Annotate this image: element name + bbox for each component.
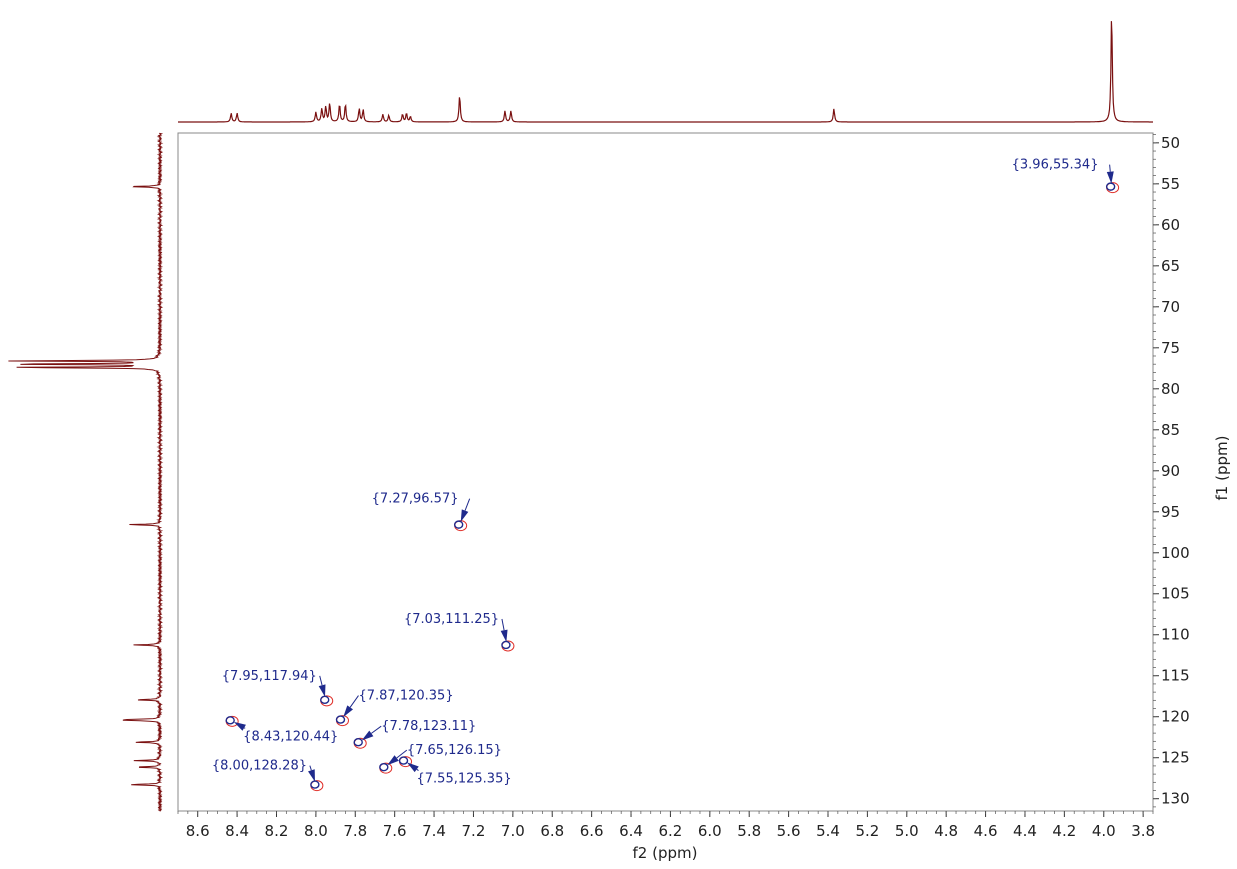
peak-pointer-line — [501, 618, 505, 631]
y-tick-label: 105 — [1161, 585, 1190, 603]
y-axis: 50 55 60 65 70 75 80 85 90 95 100 105 110 115 120 125 13… — [1153, 134, 1190, 808]
y-tick-label: 65 — [1161, 257, 1180, 275]
x-tick-label: 4.4 — [1013, 822, 1037, 840]
peak-label: {7.95,117.94} — [222, 669, 317, 684]
peak-pointer-line — [396, 749, 408, 759]
peak-label: {7.55,125.35} — [417, 772, 512, 787]
x-tick-label: 4.0 — [1092, 822, 1116, 840]
peak-pointer-arrow — [308, 769, 315, 782]
peak-pointer-line — [416, 768, 419, 771]
y-tick-label: 125 — [1161, 749, 1190, 767]
peak-pointer-arrow — [233, 721, 246, 731]
peak-pointer-arrow — [343, 705, 354, 718]
peak-pointer-arrow — [406, 762, 419, 773]
y-axis-title: f1 (ppm) — [1213, 436, 1231, 501]
contour-positive — [335, 715, 346, 724]
contour-positive — [1105, 182, 1116, 191]
y-tick-label: 75 — [1161, 339, 1180, 357]
f1-spectrum-trace — [8, 132, 164, 812]
peak-pointer-arrow — [318, 684, 326, 697]
contour-positive — [501, 640, 511, 650]
x-axis: 8.6 8.4 8.2 8.0 7.8 7.6 7.4 7.2 7.0 6.8 6.6 6.4 6.2 6… — [177, 811, 1155, 840]
peak-label: {3.96,55.34} — [1012, 158, 1099, 173]
y-tick-label: 50 — [1161, 134, 1180, 152]
contour-positive — [353, 738, 363, 747]
peak-label: {8.43,120.44} — [243, 729, 338, 744]
contour-positive — [225, 716, 235, 725]
y-tick-label: 110 — [1161, 626, 1190, 644]
peak-pointer-line — [349, 695, 359, 708]
x-tick-label: 7.2 — [462, 822, 486, 840]
x-tick-label: 8.2 — [265, 822, 289, 840]
peak-pointer-arrow — [387, 755, 399, 766]
y-tick-label: 55 — [1161, 175, 1180, 193]
peak-label: {7.03,111.25} — [404, 612, 499, 627]
y-tick-label: 90 — [1161, 462, 1180, 480]
x-tick-label: 8.6 — [186, 822, 210, 840]
contour-positive — [453, 520, 464, 529]
f2-spectrum-trace — [178, 21, 1153, 123]
x-tick-label: 5.8 — [737, 822, 761, 840]
y-tick-label: 80 — [1161, 380, 1180, 398]
x-axis-title: f2 (ppm) — [633, 844, 698, 862]
x-tick-label: 3.8 — [1131, 822, 1155, 840]
peak-label: {7.78,123.11} — [381, 719, 476, 734]
x-tick-label: 5.2 — [855, 822, 879, 840]
y-tick-label: 120 — [1161, 708, 1190, 726]
f2-projection-spectrum — [178, 21, 1153, 123]
x-tick-label: 7.6 — [383, 822, 407, 840]
y-tick-label: 85 — [1161, 421, 1180, 439]
x-tick-label: 8.0 — [304, 822, 328, 840]
peak-pointer-arrow — [500, 629, 508, 643]
contour-positive — [398, 756, 409, 765]
x-tick-label: 4.2 — [1052, 822, 1076, 840]
peak-pointer-line — [243, 727, 246, 729]
plot-frame — [177, 132, 1154, 812]
peak-pointer-line — [371, 725, 382, 734]
cross-peaks: {3.96,55.34} {7.27,96.57} {7.03,111.25} {7.… — [212, 158, 1120, 792]
y-tick-label: 70 — [1161, 298, 1180, 316]
peak-pointer-line — [1109, 164, 1111, 172]
peak-pointer-arrow — [361, 730, 374, 741]
contour-positive — [379, 762, 389, 772]
x-tick-label: 6.0 — [698, 822, 722, 840]
x-tick-label: 4.8 — [934, 822, 958, 840]
peak-label: {8.00,128.28} — [212, 759, 307, 774]
peak-pointer-arrow — [1106, 171, 1114, 184]
peak-label: {7.87,120.35} — [358, 689, 453, 704]
x-tick-label: 6.2 — [658, 822, 682, 840]
f1-projection-spectrum — [8, 132, 164, 812]
peak-label: {7.65,126.15} — [407, 743, 502, 758]
x-tick-label: 6.8 — [540, 822, 564, 840]
y-tick-label: 115 — [1161, 667, 1190, 685]
y-tick-label: 100 — [1161, 544, 1190, 562]
x-tick-label: 7.4 — [422, 822, 446, 840]
x-tick-label: 4.6 — [974, 822, 998, 840]
peak-label: {7.27,96.57} — [372, 492, 459, 507]
y-tick-label: 95 — [1161, 503, 1180, 521]
y-tick-label: 130 — [1161, 790, 1190, 808]
x-tick-label: 5.4 — [816, 822, 840, 840]
peak-pointer-line — [464, 498, 471, 511]
x-tick-label: 5.0 — [895, 822, 919, 840]
x-tick-label: 5.6 — [777, 822, 801, 840]
y-tick-label: 60 — [1161, 216, 1180, 234]
x-tick-label: 6.4 — [619, 822, 643, 840]
x-tick-label: 7.0 — [501, 822, 525, 840]
peak-pointer-arrow — [460, 509, 469, 522]
peak-pointer-line — [319, 675, 323, 686]
peak-pointer-line — [309, 765, 312, 771]
x-tick-label: 7.8 — [343, 822, 367, 840]
x-tick-label: 8.4 — [225, 822, 249, 840]
x-tick-label: 6.6 — [580, 822, 604, 840]
